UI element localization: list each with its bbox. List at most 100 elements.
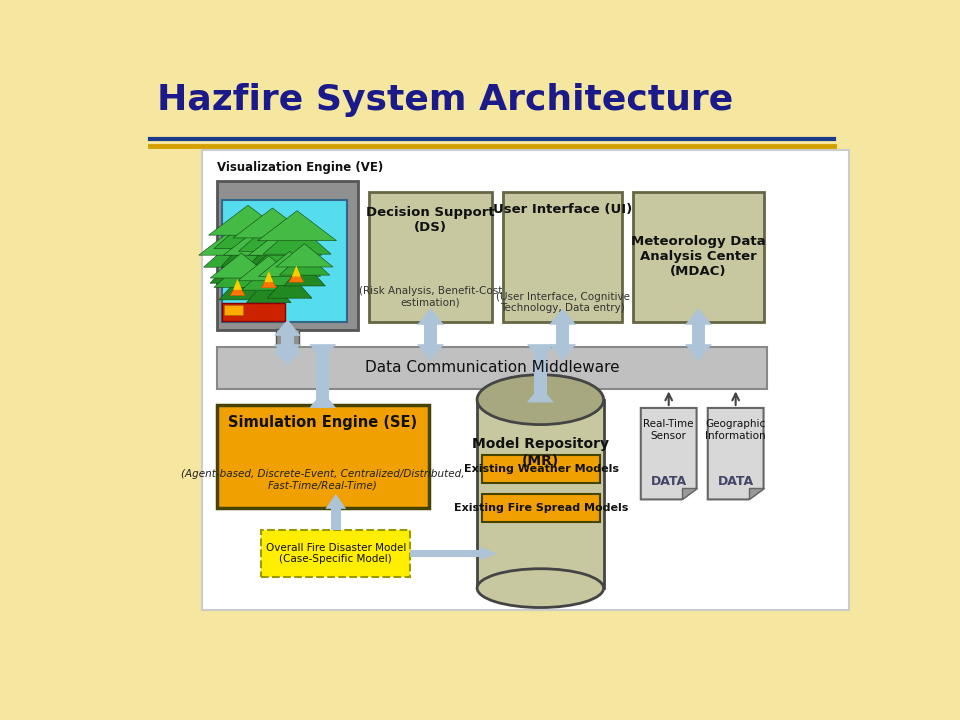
Bar [503,192,622,322]
Polygon shape [274,319,300,336]
Text: Visualization Engine (VE): Visualization Engine (VE) [217,161,383,174]
Polygon shape [292,266,300,276]
Bar [280,333,294,353]
Polygon shape [276,243,333,267]
Polygon shape [238,256,300,281]
Polygon shape [274,338,300,355]
Polygon shape [309,344,336,361]
Text: Existing Weather Models: Existing Weather Models [464,464,618,474]
Bar [222,200,347,322]
Polygon shape [262,261,317,286]
Polygon shape [418,344,444,361]
Polygon shape [271,242,324,272]
Polygon shape [221,237,275,266]
Bar [482,494,600,521]
Text: (User Interface, Cognitive
Technology, Data entry): (User Interface, Cognitive Technology, D… [495,292,630,313]
Polygon shape [685,308,712,325]
Polygon shape [238,222,306,251]
Bar [477,400,604,588]
Polygon shape [549,344,576,361]
Polygon shape [204,239,267,267]
Bar [330,508,341,530]
Bar [370,192,492,322]
Polygon shape [224,227,297,255]
Polygon shape [233,279,242,290]
Polygon shape [249,227,322,255]
Polygon shape [257,211,337,240]
Polygon shape [289,270,303,282]
Bar [217,181,358,330]
Polygon shape [246,240,300,269]
Polygon shape [210,253,273,278]
Bar [217,347,767,389]
Bar [482,455,600,483]
Text: DATA: DATA [717,475,754,488]
Polygon shape [264,271,274,282]
Polygon shape [210,255,260,283]
Text: Model Repository
(MR): Model Repository (MR) [472,437,609,467]
Polygon shape [253,239,317,267]
Bar [634,192,763,322]
Text: Geographic
Information: Geographic Information [706,419,766,441]
Polygon shape [279,252,329,275]
Text: Simulation Engine (SE): Simulation Engine (SE) [228,415,418,430]
Bar [280,347,294,353]
Polygon shape [274,350,300,366]
Polygon shape [208,205,287,235]
Polygon shape [233,208,312,238]
Polygon shape [549,308,576,325]
Bar [261,530,410,577]
Text: Hazfire System Architecture: Hazfire System Architecture [157,83,733,117]
Text: Data Communication Middleware: Data Communication Middleware [365,360,619,375]
Bar [276,329,299,351]
Polygon shape [749,488,763,500]
Polygon shape [325,494,347,509]
Polygon shape [230,283,245,295]
Bar [692,322,706,347]
Polygon shape [247,278,291,302]
Text: Decision Support
(DS): Decision Support (DS) [367,206,495,233]
Polygon shape [219,275,264,300]
Ellipse shape [477,569,604,608]
Polygon shape [527,344,554,361]
Text: (Risk Analysis, Benefit-Cost
estimation): (Risk Analysis, Benefit-Cost estimation) [359,286,502,307]
Polygon shape [418,308,444,325]
Polygon shape [260,255,310,283]
Polygon shape [267,273,312,298]
Polygon shape [228,239,292,267]
Polygon shape [309,391,336,408]
Polygon shape [263,224,331,254]
Polygon shape [261,276,276,288]
Bar [316,347,329,405]
Bar [556,322,569,347]
Bar [222,302,285,321]
Polygon shape [685,344,712,361]
Polygon shape [234,255,285,283]
Bar [410,550,482,557]
Text: DATA: DATA [651,475,686,488]
Polygon shape [199,227,272,255]
Bar [225,305,243,315]
Polygon shape [641,408,697,500]
Text: User Interface (UI): User Interface (UI) [493,203,633,216]
Bar [251,348,324,355]
Polygon shape [242,265,296,290]
Polygon shape [258,251,321,276]
Bar [217,405,429,508]
Text: Existing Fire Spread Models: Existing Fire Spread Models [454,503,628,513]
Text: Real-Time
Sensor: Real-Time Sensor [643,419,694,441]
Polygon shape [214,262,269,287]
Polygon shape [274,344,300,361]
Text: (Agent-based, Discrete-Event, Centralized/Distributed,
Fast-Time/Real-Time): (Agent-based, Discrete-Event, Centralize… [181,469,465,490]
Ellipse shape [477,374,604,425]
Polygon shape [481,546,497,560]
Polygon shape [527,386,554,402]
Bar [534,347,547,400]
Bar [424,322,438,347]
Text: Overall Fire Disaster Model
(Case-Specific Model): Overall Fire Disaster Model (Case-Specif… [266,543,406,564]
Text: Meteorology Data
Analysis Center
(MDAC): Meteorology Data Analysis Center (MDAC) [631,235,766,279]
Bar [202,150,849,611]
Polygon shape [682,488,697,500]
Polygon shape [214,219,282,248]
Polygon shape [708,408,763,500]
